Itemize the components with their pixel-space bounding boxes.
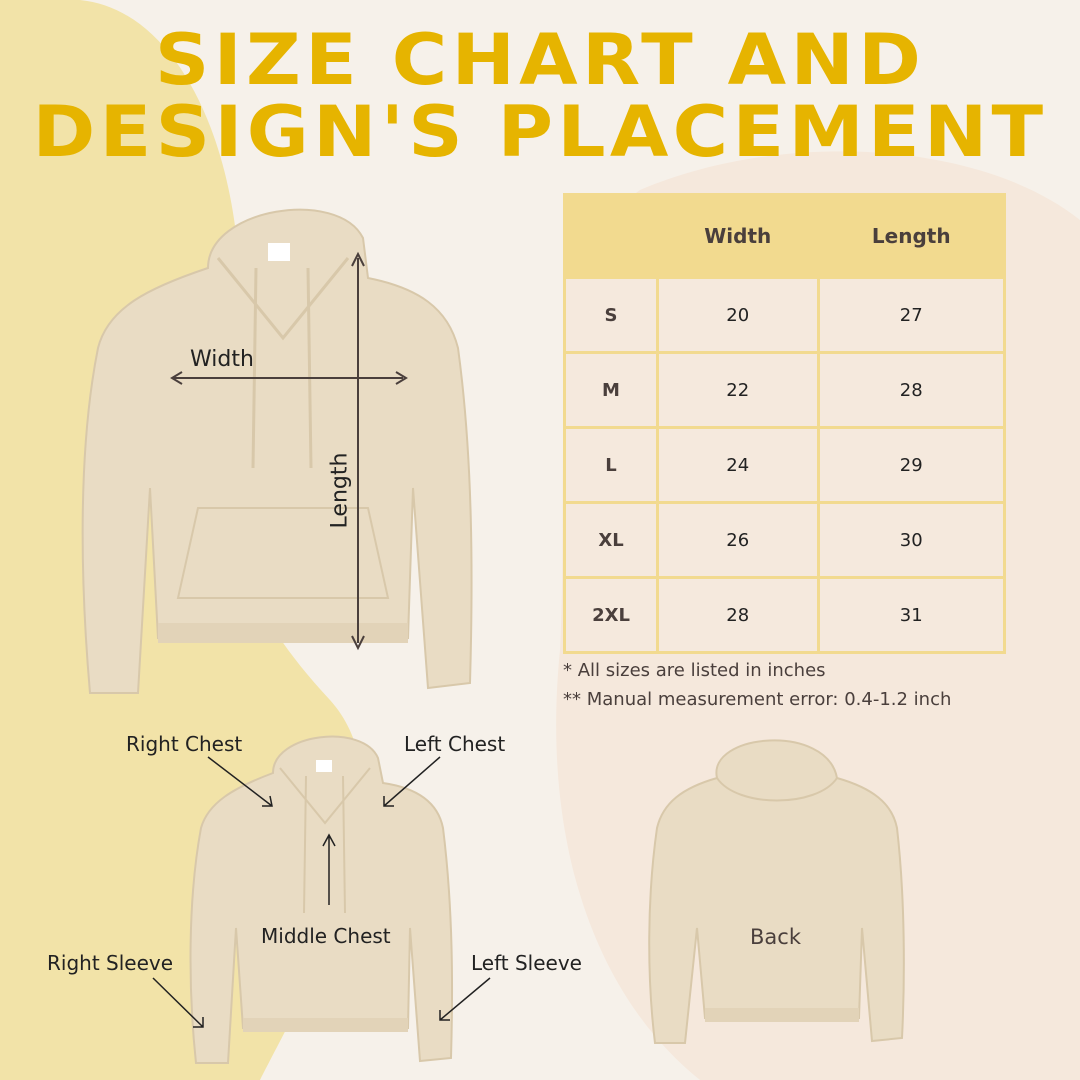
width-cell: 22 [656,351,820,429]
hoodie-back [648,739,905,1044]
size-cell: S [563,276,659,354]
note-error: ** Manual measurement error: 0.4-1.2 inc… [563,689,952,710]
left-chest-label: Left Chest [404,732,506,756]
width-cell: 28 [656,576,820,654]
width-cell: 20 [656,276,820,354]
width-cell: 24 [656,426,820,504]
table-row: S 20 27 [563,276,1007,354]
title-line-2: DESIGN'S PLACEMENT [32,91,1048,173]
table-row: 2XL 28 31 [563,576,1007,654]
width-cell: 26 [656,501,820,579]
size-chart-table: Width Length S 20 27 M 22 28 L 24 29 XL 26 30 2X… [563,193,1007,654]
length-cell: 27 [816,276,1007,354]
left-sleeve-label: Left Sleeve [471,951,582,975]
header-width: Width [656,193,820,279]
back-label: Back [750,925,801,949]
width-label: Width [190,347,254,372]
size-cell: 2XL [563,576,659,654]
table-header-row: Width Length [563,193,1007,279]
table-row: M 22 28 [563,351,1007,429]
header-size [563,193,659,279]
title-line-1: SIZE CHART AND [154,19,926,101]
size-cell: L [563,426,659,504]
table-row: L 24 29 [563,426,1007,504]
right-chest-label: Right Chest [126,732,243,756]
length-cell: 31 [816,576,1007,654]
right-sleeve-label: Right Sleeve [47,951,174,975]
length-cell: 29 [816,426,1007,504]
hoodie-front-small [189,735,454,1064]
brand-label [268,243,290,261]
length-cell: 28 [816,351,1007,429]
hoodie-front-large [81,208,473,694]
size-cell: M [563,351,659,429]
middle-chest-label: Middle Chest [261,924,391,948]
brand-label [316,760,332,772]
length-cell: 30 [816,501,1007,579]
header-length: Length [816,193,1007,279]
note-units: * All sizes are listed in inches [563,660,826,681]
size-cell: XL [563,501,659,579]
length-label: Length [327,452,353,529]
table-row: XL 26 30 [563,501,1007,579]
